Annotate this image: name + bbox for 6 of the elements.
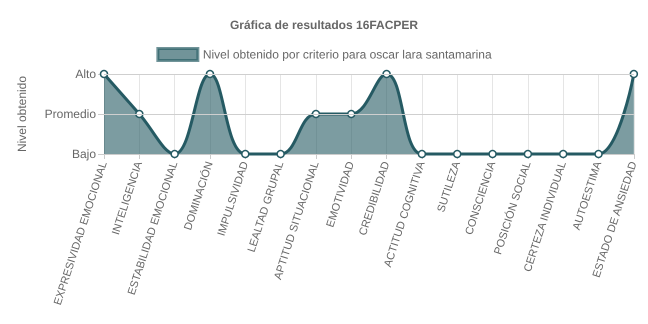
legend-label: Nivel obtenido por criterio para oscar lara santamarina <box>202 48 492 62</box>
category-label: Promedio <box>44 107 96 121</box>
category-label: Bajo <box>72 147 96 161</box>
category-label: Alto <box>75 67 96 81</box>
chart-title: Gráfica de resultados 16FACPER <box>230 18 418 32</box>
y-axis-title: Nivel obtenido <box>15 76 29 152</box>
